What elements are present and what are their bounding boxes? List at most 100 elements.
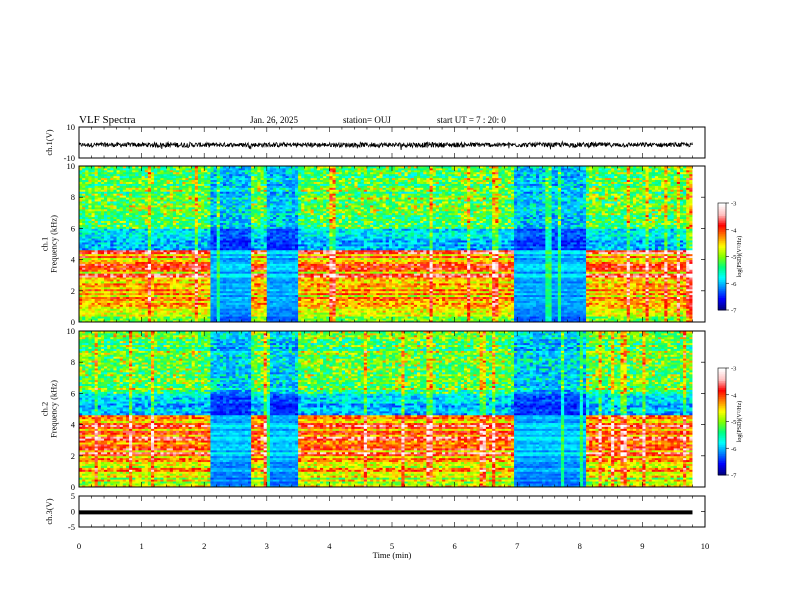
ch1-spectrogram-cell (135, 187, 139, 190)
ch1-spectrogram-cell (188, 173, 193, 177)
ch1-spectrogram-cell (125, 284, 130, 288)
ch1-spectrogram-cell (113, 269, 117, 272)
ch1-spectrogram-cell (91, 224, 96, 227)
ch1-spectrogram-cell (176, 224, 180, 227)
ch1-spectrogram-cell (129, 253, 133, 257)
ch1-spectrogram-cell (94, 166, 99, 169)
ch1-spectrogram-cell (85, 201, 89, 204)
ch1-spectrogram-cell (82, 240, 86, 243)
ch1-spectrogram-cell (138, 308, 142, 311)
ch1-spectrogram-cell (135, 290, 139, 294)
ch1-spectrogram-cell (104, 199, 108, 202)
ch1-spectrogram-cell (91, 298, 96, 301)
ch1-spectrogram-cell (119, 302, 124, 305)
ch1-spectrogram-cell (144, 312, 149, 315)
ch1-spectrogram-cell (163, 292, 168, 296)
ch1-spectrogram-cell (88, 283, 92, 286)
ch1-spectrogram-cell (88, 245, 92, 249)
ch1-spectrogram-cell (172, 175, 177, 179)
ch1-spectrogram-cell (191, 226, 196, 229)
ch1-spectrogram-cell (191, 292, 196, 296)
ch1-spectrogram-cell (125, 302, 130, 305)
ch1-spectrogram-cell (135, 179, 139, 182)
ch1-spectrogram-cell (107, 205, 111, 208)
ch1-spectrogram-cell (169, 263, 174, 266)
ch1-spectrogram-cell (85, 261, 89, 264)
ch1-spectrogram-cell (107, 195, 111, 198)
ch1-spectrogram-cell (191, 234, 196, 237)
ch1-spectrogram-cell (138, 284, 142, 288)
ch1-spectrogram-cell (100, 263, 105, 266)
ch1-spectrogram-cell (97, 273, 102, 276)
ch1-spectrogram-cell (85, 177, 89, 181)
ch1-spectrogram-cell (132, 169, 136, 173)
ch1-spectrogram-cell (129, 173, 133, 177)
ch1-spectrogram-cell (135, 251, 139, 255)
ch1-spectrogram-cell (135, 191, 139, 194)
ch1-spectrogram-cell (104, 232, 108, 235)
ch1-spectrogram-cell (188, 290, 193, 294)
ch1-spectrogram-cell (100, 275, 105, 278)
ch1-spectrogram-cell (147, 261, 152, 264)
ch1-spectrogram-cell (129, 166, 133, 169)
ch1-spectrogram-cell (113, 169, 117, 173)
ch1-spectrogram-cell (132, 228, 136, 231)
ch1-spectrogram-cell (194, 253, 199, 257)
ch1-spectrogram-cell (154, 193, 158, 196)
ch1-spectrogram-cell (163, 183, 168, 186)
ch1-spectrogram-cell (82, 175, 86, 179)
ch1-spectrogram-cell (179, 230, 183, 233)
ch1-spectrogram-cell (91, 236, 96, 239)
ch1-spectrogram-cell (79, 310, 83, 313)
ch1-spectrogram-cell (91, 197, 96, 200)
ch1-spectrogram-cell (125, 261, 130, 264)
ch1-spectrogram-cell (163, 247, 168, 251)
ch1-spectrogram-cell (160, 257, 164, 260)
ch1-spectrogram-cell (94, 201, 99, 204)
ch1-spectrogram-cell (129, 242, 133, 245)
ch1-spectrogram-cell (185, 271, 189, 274)
ch1-spectrogram-cell (100, 302, 105, 305)
ch1-spectrogram-cell (88, 236, 92, 239)
ch1-spectrogram-cell (122, 222, 127, 225)
ch1-spectrogram-cell (163, 269, 168, 272)
ch1-spectrogram-cell (79, 306, 83, 309)
ch1-spectrogram-cell (191, 238, 196, 241)
ch1-spectrogram-cell (185, 245, 189, 249)
ch1-spectrogram-cell (104, 259, 108, 262)
ch1-spectrogram-cell (188, 214, 193, 218)
ch1-spectrogram-cell (172, 236, 177, 239)
ch1-spectrogram-cell (125, 253, 130, 257)
ch1-spectrogram-cell (141, 267, 146, 270)
ch1-spectrogram-cell (107, 244, 111, 247)
ch1-spectrogram-cell (154, 312, 158, 315)
ch1-spectrogram-cell (113, 249, 117, 253)
ch1-spectrogram-cell (100, 273, 105, 276)
ch1-spectrogram-cell (147, 212, 152, 216)
ch1-spectrogram-cell (116, 218, 121, 221)
ch1-spectrogram-cell (163, 242, 168, 245)
ch1-spectrogram-cell (191, 281, 196, 284)
ch1-spectrogram-cell (119, 284, 124, 288)
ch1-spectrogram-cell (166, 169, 171, 173)
ch1-spectrogram-cell (157, 300, 161, 303)
ch1-spectrogram-cell (129, 279, 133, 282)
ch1-spectrogram-cell (79, 240, 83, 243)
ch1-spectrogram-cell (100, 257, 105, 260)
ch1-spectrogram-cell (157, 279, 161, 282)
ch1-spectrogram-cell (166, 238, 171, 241)
ch1-spectrogram-cell (154, 314, 158, 317)
ch1-spectrogram-cell (154, 302, 158, 305)
ch1-spectrogram-cell (113, 259, 117, 262)
ch1-spectrogram-cell (160, 288, 164, 292)
ch1-spectrogram-cell (110, 259, 114, 262)
ch1-spectrogram-cell (122, 208, 127, 212)
ch1-spectrogram-cell (82, 222, 86, 225)
ch1-spectrogram-cell (129, 247, 133, 251)
ch1-spectrogram-cell (113, 247, 117, 251)
ch1-spectrogram-cell (147, 238, 152, 241)
ch1-spectrogram-cell (113, 296, 117, 299)
ch1-spectrogram-cell (104, 308, 108, 311)
ch1-spectrogram-cell (179, 300, 183, 303)
ch1-spectrogram-cell (157, 173, 161, 177)
